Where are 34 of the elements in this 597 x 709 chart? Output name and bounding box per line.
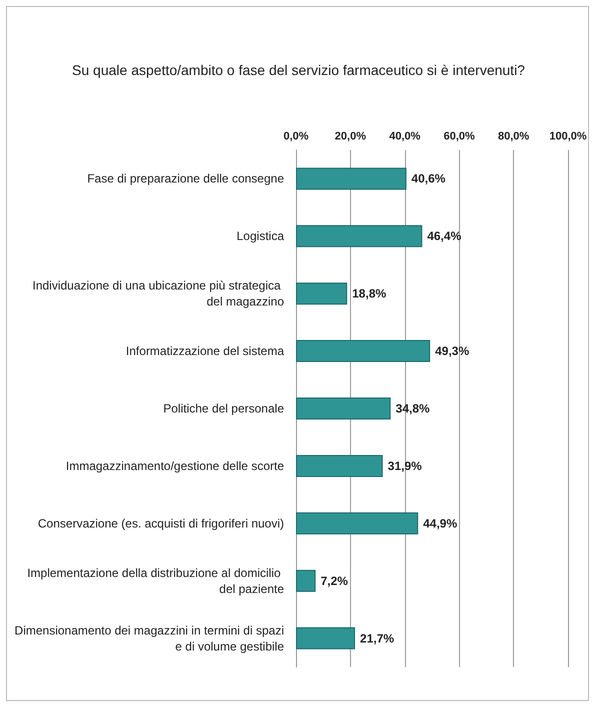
x-tick-label: 100,0% — [549, 130, 587, 142]
x-tick-label: 20,0% — [334, 130, 366, 142]
bar — [296, 627, 356, 650]
data-label: 44,9% — [423, 516, 458, 530]
x-tick-label: 40,0% — [389, 130, 421, 142]
bar — [296, 282, 348, 305]
data-label: 18,8% — [352, 286, 386, 301]
bar — [296, 454, 383, 477]
y-tick-label: Individuazione di una ubicazione più strategica del magazzino — [32, 278, 284, 309]
y-tick-label: Informatizzazione del sistema — [126, 344, 284, 358]
x-tick-label: 60,0% — [444, 130, 476, 142]
bar — [296, 168, 406, 190]
data-label: 49,3% — [435, 344, 470, 358]
x-tick-label: 0,0% — [283, 130, 309, 142]
data-label: 21,7% — [360, 631, 394, 646]
y-tick-label: Politiche del personale — [163, 402, 284, 416]
chart-title: Su quale aspetto/ambito o fase del servizio farmaceutico si è intervenuti? — [72, 62, 526, 78]
y-tick-label: Logistica — [236, 229, 284, 244]
y-tick-label: Immagazzinamento/gestione delle scorte — [66, 458, 284, 473]
y-tick-label: Dimensionamento dei magazzini in termini di spazi e di volume gestibile — [14, 623, 284, 654]
bar — [296, 398, 391, 420]
data-label: 46,4% — [427, 229, 462, 244]
data-label: 40,6% — [411, 172, 446, 186]
y-tick-label: Fase di preparazione delle consegne — [87, 172, 284, 186]
y-tick-label: Conservazione (es. acquisti di frigoriferi nuovi) — [38, 516, 284, 530]
data-label: 7,2% — [320, 574, 348, 588]
bar — [296, 225, 422, 248]
y-tick-label: Implementazione della distribuzione al domicilio del paziente — [27, 566, 284, 596]
data-label: 31,9% — [388, 458, 422, 473]
bar — [296, 512, 418, 534]
data-label: 34,8% — [396, 402, 430, 416]
bar — [296, 340, 430, 362]
bar — [296, 570, 316, 592]
x-tick-label: 80,0% — [498, 130, 530, 142]
